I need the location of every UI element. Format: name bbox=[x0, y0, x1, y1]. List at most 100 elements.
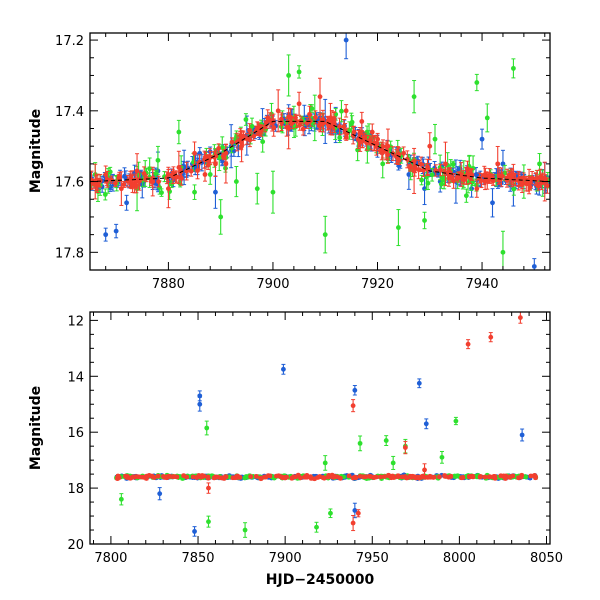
data-point bbox=[233, 166, 239, 198]
data-point bbox=[511, 58, 516, 79]
data-point bbox=[155, 473, 161, 479]
data-point bbox=[407, 161, 413, 172]
plot-frame bbox=[89, 311, 551, 545]
data-point bbox=[490, 188, 495, 218]
data-point bbox=[151, 475, 157, 480]
plot-area bbox=[90, 33, 550, 270]
data-point bbox=[363, 474, 368, 480]
data-point bbox=[103, 227, 109, 242]
data-point bbox=[526, 168, 532, 195]
outlier-point bbox=[439, 450, 445, 464]
data-point bbox=[510, 473, 516, 479]
data-point bbox=[254, 121, 260, 136]
data-point bbox=[448, 473, 454, 479]
outlier-point bbox=[242, 522, 248, 538]
data-point bbox=[425, 474, 431, 480]
data-point bbox=[322, 215, 328, 254]
data-point bbox=[482, 474, 488, 480]
data-point bbox=[341, 118, 347, 135]
data-point bbox=[351, 125, 357, 139]
data-point bbox=[438, 163, 443, 177]
y-tick-label: 17.2 bbox=[55, 34, 84, 49]
data-point bbox=[430, 475, 436, 480]
data-point bbox=[171, 166, 176, 181]
x-tick-label: 7850 bbox=[181, 551, 214, 566]
data-point bbox=[115, 473, 121, 479]
data-point bbox=[192, 141, 197, 166]
data-point bbox=[359, 111, 365, 132]
data-point bbox=[337, 117, 342, 136]
data-point bbox=[296, 91, 302, 116]
data-point bbox=[533, 475, 538, 481]
data-point bbox=[215, 474, 221, 480]
outlier-point bbox=[453, 416, 459, 426]
outlier-point bbox=[350, 515, 356, 532]
data-point bbox=[286, 107, 292, 150]
data-point bbox=[229, 137, 235, 147]
y-tick-label: 18 bbox=[67, 482, 84, 497]
data-point bbox=[484, 103, 490, 133]
data-point bbox=[196, 473, 202, 478]
data-point bbox=[331, 474, 337, 480]
data-point bbox=[474, 73, 480, 92]
data-point bbox=[477, 474, 483, 480]
data-point bbox=[139, 474, 145, 480]
data-point bbox=[181, 473, 187, 479]
data-point bbox=[150, 166, 156, 197]
data-point bbox=[137, 171, 142, 191]
data-point bbox=[429, 167, 435, 182]
data-point bbox=[296, 65, 302, 79]
data-point bbox=[498, 473, 504, 479]
data-point bbox=[294, 114, 300, 128]
data-point bbox=[166, 169, 171, 209]
data-point bbox=[528, 473, 534, 479]
y-tick-label: 14 bbox=[67, 370, 84, 385]
data-point bbox=[184, 161, 190, 181]
plot-area bbox=[114, 312, 539, 538]
data-point bbox=[337, 475, 343, 481]
data-point bbox=[355, 129, 361, 150]
data-point bbox=[195, 161, 200, 180]
data-point bbox=[492, 475, 498, 481]
outlier-point bbox=[204, 420, 210, 436]
data-point bbox=[490, 176, 496, 186]
data-point bbox=[442, 474, 448, 479]
data-point bbox=[134, 153, 140, 189]
outlier-point bbox=[314, 521, 319, 533]
y-tick-label: 20 bbox=[67, 538, 84, 553]
x-tick-label: 7880 bbox=[152, 277, 185, 292]
data-point bbox=[470, 474, 476, 480]
outlier-point bbox=[352, 385, 358, 396]
data-point bbox=[243, 113, 249, 126]
data-point bbox=[379, 141, 385, 161]
outlier-point bbox=[281, 363, 286, 375]
data-point bbox=[366, 473, 372, 479]
outlier-point bbox=[422, 463, 427, 477]
plot-frame bbox=[89, 32, 551, 271]
data-point bbox=[369, 123, 375, 141]
x-tick-label: 7920 bbox=[361, 277, 394, 292]
data-point bbox=[156, 175, 162, 188]
data-point bbox=[321, 475, 327, 481]
data-point bbox=[331, 111, 337, 131]
data-point bbox=[479, 128, 485, 150]
outlier-point bbox=[517, 312, 523, 324]
outlier-point bbox=[118, 493, 124, 506]
data-point bbox=[343, 33, 349, 60]
data-point bbox=[298, 475, 303, 481]
data-point bbox=[411, 80, 417, 114]
data-point bbox=[343, 133, 349, 141]
data-point bbox=[286, 54, 292, 97]
outlier-point bbox=[465, 339, 471, 350]
data-point bbox=[350, 475, 356, 481]
data-point bbox=[213, 150, 218, 177]
outlier-point bbox=[206, 482, 211, 494]
data-point bbox=[486, 474, 492, 480]
outlier-point bbox=[328, 508, 333, 519]
data-point bbox=[395, 473, 401, 479]
data-point bbox=[270, 170, 276, 214]
data-point bbox=[176, 119, 182, 145]
data-point bbox=[304, 473, 310, 478]
x-tick-label: 8050 bbox=[530, 551, 563, 566]
data-point bbox=[371, 135, 377, 151]
